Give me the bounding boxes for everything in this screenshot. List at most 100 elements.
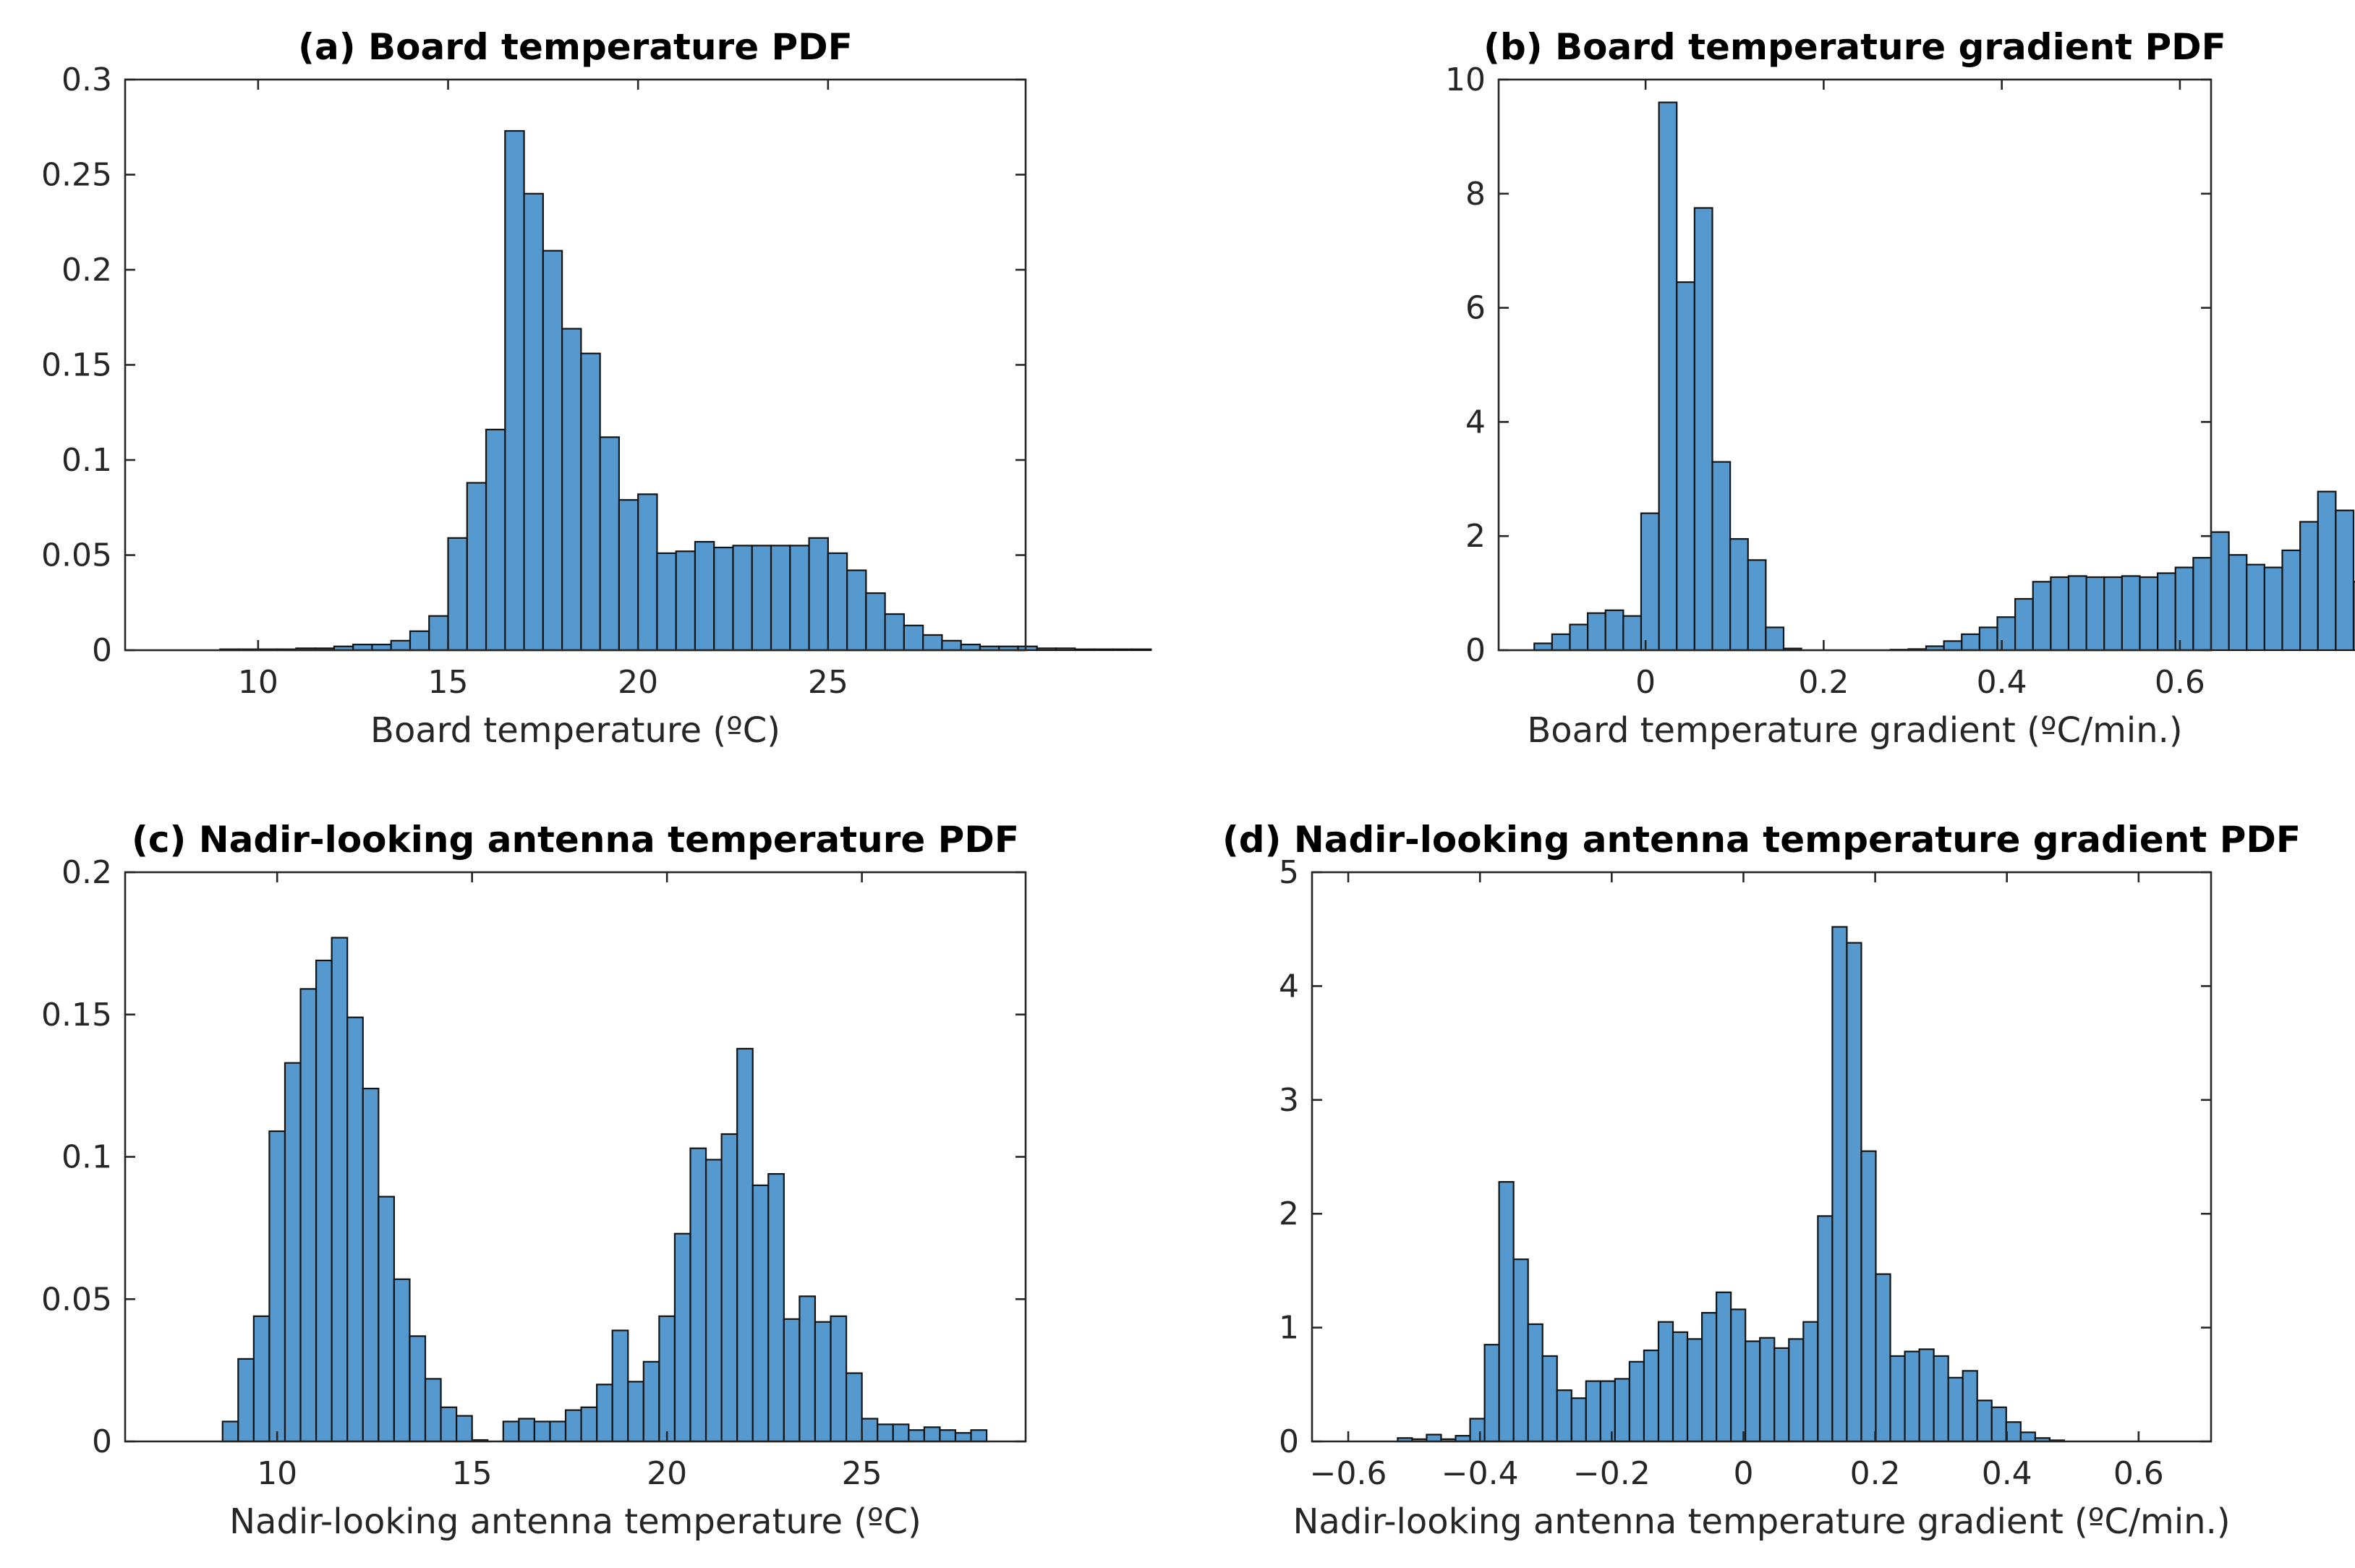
panel-c-bar: [378, 1196, 395, 1443]
panel-d-bar: [1904, 1350, 1920, 1443]
panel-c-bar: [502, 1420, 520, 1443]
panel-a-bar: [656, 552, 677, 652]
panel-d-bar: [2019, 1431, 2036, 1443]
panel-d-bar: [1745, 1340, 1761, 1443]
panel-d-bar: [1628, 1360, 1645, 1443]
panel-c-bar: [549, 1420, 567, 1443]
panel-a-bar: [694, 540, 715, 652]
panel-b-x-tick-label: 0.6: [2155, 664, 2205, 701]
panel-b-y-tick-label: 8: [1465, 176, 1486, 213]
panel-d-bar: [1947, 1376, 1964, 1443]
panel-c-bar: [315, 959, 333, 1443]
panel-a-bar: [789, 545, 810, 652]
panel-b-bar: [2352, 581, 2355, 652]
panel-a-bar: [390, 639, 412, 652]
panel-a-bar: [428, 615, 449, 652]
panel-b-bar: [1996, 616, 2017, 652]
panel-a-bar: [1074, 648, 1095, 652]
panel-d-y-tick-label: 1: [1279, 1310, 1299, 1347]
panel-d-bar: [1700, 1312, 1718, 1443]
panel-a-bar: [846, 569, 867, 652]
panel-a-x-tick-label: 10: [238, 664, 278, 701]
panel-a-x-tick-label: 25: [808, 664, 848, 701]
panel-b-bar: [2121, 575, 2141, 652]
panel-d-bar: [1990, 1406, 2007, 1443]
panel-b-bar: [2263, 566, 2283, 652]
panel-d-bar: [1716, 1291, 1732, 1443]
panel-a-y-tick-label: 0: [92, 632, 112, 669]
panel-d-x-tick-label: −0.2: [1573, 1455, 1651, 1492]
panel-c-bar: [284, 1062, 302, 1443]
panel-d-bar: [1759, 1337, 1776, 1443]
panel-d-bar: [1556, 1389, 1572, 1443]
panel-c-bar: [939, 1429, 957, 1443]
panel-c-bar: [299, 988, 318, 1443]
panel-a-x-tick-label: 20: [618, 664, 658, 701]
panel-c-bar: [767, 1173, 785, 1443]
panel-c-bar: [409, 1335, 427, 1443]
panel-a-bar: [1036, 647, 1057, 652]
panel-b-y-tick-label: 10: [1445, 61, 1486, 98]
panel-c-y-tick-label: 0: [92, 1423, 112, 1460]
panel-a-bar: [637, 493, 658, 652]
panel-d-x-tick-label: 0: [1733, 1455, 1753, 1492]
panel-a-bar: [485, 428, 506, 652]
panel-a-bar: [827, 552, 848, 652]
panel-a-board-temperature-pdf: (a) Board temperature PDF Board temperat…: [41, 26, 1152, 751]
panel-c-x-tick-label: 25: [842, 1455, 882, 1492]
panel-d-bar: [1469, 1418, 1486, 1443]
panel-d-y-tick-label: 3: [1279, 1082, 1299, 1119]
panel-b-bar: [2335, 509, 2355, 652]
panel-c-bar: [954, 1432, 972, 1443]
panel-b-bar: [1676, 281, 1695, 652]
panel-c-x-tick-label: 10: [257, 1455, 297, 1492]
panel-d-x-axis-label: Nadir-looking antenna temperature gradie…: [1293, 1501, 2230, 1542]
panel-a-bar: [1093, 648, 1114, 652]
panel-d-bar: [1933, 1355, 1949, 1443]
panel-b-bar: [1711, 461, 1732, 652]
panel-b-axes-box: [1497, 78, 2213, 652]
panel-b-bar: [1551, 633, 1571, 652]
panel-c-bar: [814, 1321, 832, 1443]
panel-a-bar: [1112, 648, 1133, 652]
panel-b-bar: [2139, 576, 2159, 652]
panel-a-bar: [409, 630, 430, 652]
panel-a-y-tick-label: 0.15: [41, 347, 112, 384]
panel-c-bar: [892, 1423, 910, 1443]
panel-a-y-tick-label: 0.3: [61, 61, 112, 98]
panel-d-bar: [1860, 1150, 1877, 1443]
panel-b-title: (b) Board temperature gradient PDF: [1483, 26, 2226, 68]
panel-b-bar: [1569, 623, 1589, 652]
panel-b-bars: [1533, 101, 2355, 652]
panel-d-bar: [1585, 1380, 1601, 1443]
panel-c-bar: [580, 1406, 598, 1443]
panel-d-nadir-antenna-temperature-gradient-pdf: (d) Nadir-looking antenna temperature gr…: [1222, 819, 2301, 1542]
panel-d-bar: [1498, 1181, 1515, 1443]
panel-b-bar: [2281, 549, 2301, 652]
panel-c-bar: [627, 1381, 644, 1443]
panel-c-bar: [611, 1329, 629, 1443]
panel-b-bar: [1943, 640, 1963, 652]
panel-a-bar: [542, 250, 563, 652]
panel-d-bar: [1686, 1338, 1703, 1443]
panel-c-bar: [331, 937, 349, 1443]
panel-b-bar: [1640, 512, 1660, 652]
panel-b-bar: [2157, 572, 2176, 652]
panel-a-bar: [903, 624, 924, 652]
panel-a-bar: [523, 192, 544, 652]
panel-c-bar: [221, 1420, 239, 1443]
panel-c-bar: [424, 1378, 442, 1443]
panel-c-bar: [845, 1372, 863, 1443]
panel-b-bar: [2246, 563, 2265, 652]
panel-c-bar: [658, 1315, 676, 1443]
panel-a-bar: [599, 436, 621, 652]
panel-d-x-tick-label: 0.6: [2113, 1455, 2164, 1492]
panel-d-bar: [1643, 1349, 1660, 1443]
panel-a-bar: [618, 499, 639, 652]
panel-d-y-tick-label: 2: [1279, 1196, 1299, 1232]
panel-c-x-axis-label: Nadir-looking antenna temperature (ºC): [229, 1501, 921, 1542]
panel-d-bar: [1976, 1399, 1993, 1443]
panel-b-bar: [2103, 576, 2123, 652]
panel-c-bar: [908, 1429, 925, 1443]
panel-d-bar: [1657, 1321, 1674, 1443]
